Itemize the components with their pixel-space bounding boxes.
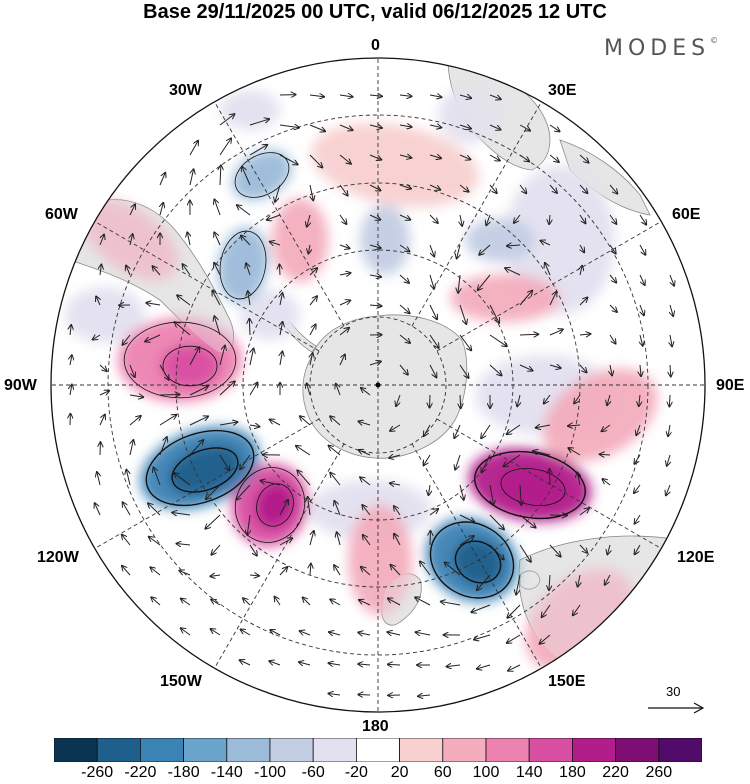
anomaly-blob <box>450 274 560 322</box>
colorbar-labels: -260 -220 -180 -140 -100 -60 -20 20 60 100 140 180 2… <box>0 764 750 784</box>
label-150e: 150E <box>548 673 585 691</box>
colorbar-tick-label: 260 <box>645 764 672 782</box>
anomaly-blob <box>360 205 410 275</box>
colorbar-segment <box>572 738 615 762</box>
colorbar-segment <box>270 738 313 762</box>
wind-arrow <box>249 319 250 335</box>
anomaly-blob <box>272 198 328 282</box>
reference-vector-arrow <box>646 684 706 724</box>
label-30e: 30E <box>548 82 576 100</box>
colorbar-segment <box>443 738 486 762</box>
colorbar-segment <box>486 738 529 762</box>
colorbar-segment <box>97 738 140 762</box>
colorbar-tick-label: 20 <box>391 764 409 782</box>
wind-arrow <box>279 264 280 275</box>
wind-arrow <box>388 664 400 665</box>
colorbar-tick-label: 60 <box>434 764 452 782</box>
wind-arrow <box>460 395 461 408</box>
colorbar <box>54 738 702 762</box>
wind-arrow <box>669 395 670 406</box>
colorbar-segment <box>616 738 659 762</box>
colorbar-segment <box>184 738 227 762</box>
colorbar-segment <box>54 738 97 762</box>
wind-arrow <box>549 469 550 485</box>
label-120w: 120W <box>37 549 79 567</box>
label-60e: 60E <box>672 206 700 224</box>
anomaly-blob <box>160 344 220 388</box>
colorbar-tick-label: -140 <box>211 764 243 782</box>
label-90e: 90E <box>716 377 744 395</box>
anomaly-blob <box>465 218 535 262</box>
colorbar-tick-label: -260 <box>81 764 113 782</box>
colorbar-tick-label: -100 <box>254 764 286 782</box>
pole-marker <box>376 383 381 388</box>
colorbar-tick-label: 140 <box>516 764 543 782</box>
colorbar-tick-label: 220 <box>602 764 629 782</box>
wind-arrow <box>160 394 180 395</box>
wind-arrow <box>358 694 370 695</box>
colorbar-tick-label: 180 <box>559 764 586 782</box>
colorbar-segment <box>356 738 399 762</box>
colorbar-tick-label: -20 <box>345 764 368 782</box>
label-30w: 30W <box>169 82 202 100</box>
label-0: 0 <box>371 37 380 55</box>
colorbar-segment <box>400 738 443 762</box>
colorbar-tick-label: 100 <box>473 764 500 782</box>
colorbar-tick-label: -180 <box>168 764 200 782</box>
colorbar-tick-label: -60 <box>302 764 325 782</box>
colorbar-segment <box>529 738 572 762</box>
label-180: 180 <box>362 718 389 736</box>
colorbar-segment <box>659 738 702 762</box>
colorbar-segment <box>227 738 270 762</box>
label-90w: 90W <box>4 377 37 395</box>
anomaly-blob <box>220 90 280 130</box>
colorbar-segment <box>313 738 356 762</box>
label-120e: 120E <box>677 549 714 567</box>
label-60w: 60W <box>45 206 78 224</box>
colorbar-tick-label: -220 <box>124 764 156 782</box>
label-150w: 150W <box>160 673 202 691</box>
colorbar-segment <box>140 738 183 762</box>
